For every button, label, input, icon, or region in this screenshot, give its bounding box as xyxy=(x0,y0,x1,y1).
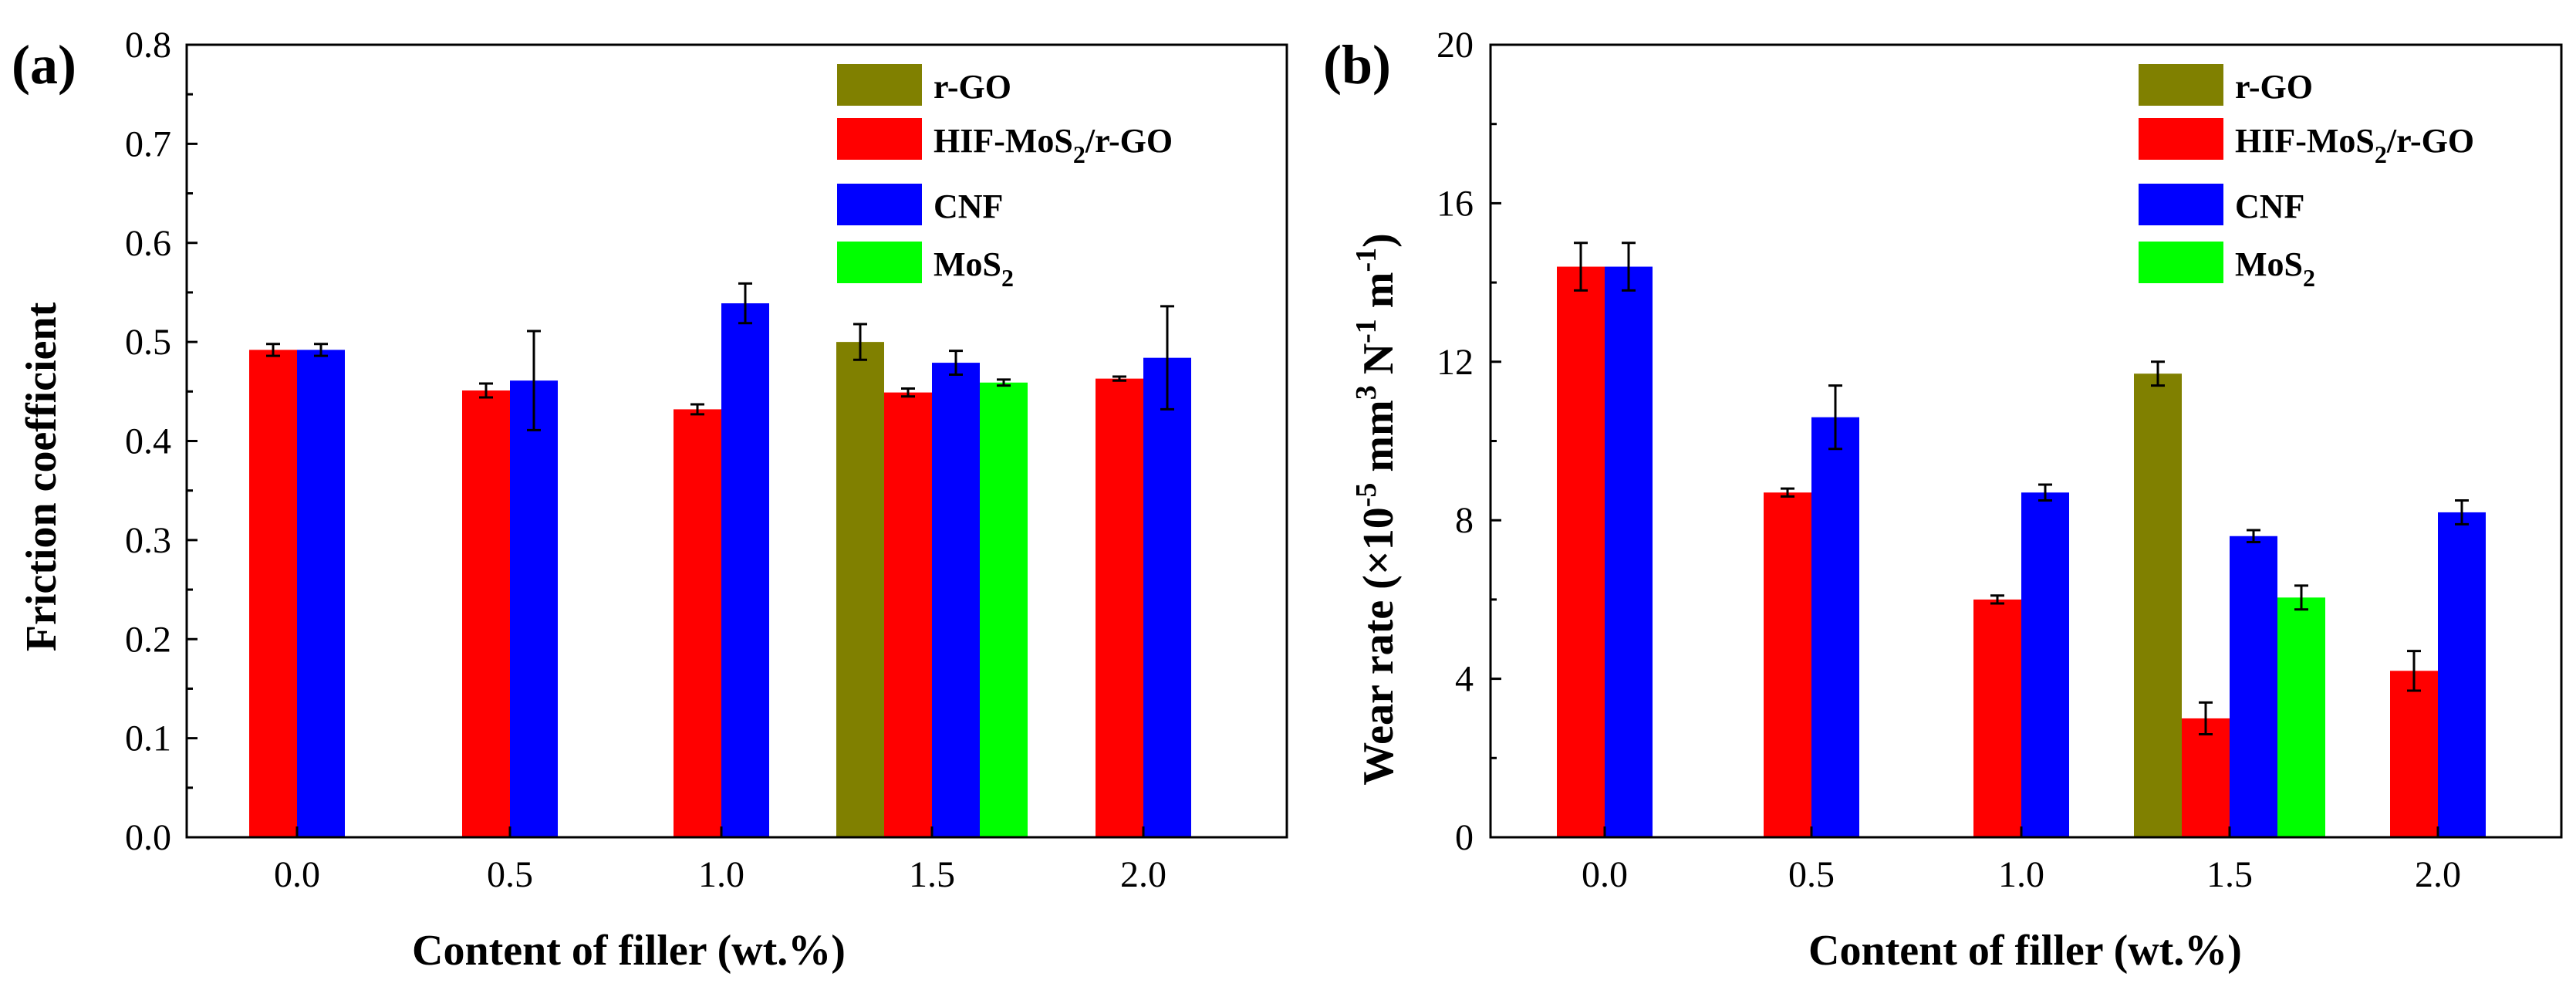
panel-b-y-axis-title: Wear rate (×10-5 mm3 N-1 m-1) xyxy=(1350,233,1403,786)
panel-a: (a) 0.0 0.1 0.2 0.3 0.4 0.5 0.6 0.7 0.8 0.0 0.5 1.0… xyxy=(12,25,1288,975)
panel-b-bar-hifmos2rgo-1.0 xyxy=(1973,599,2021,837)
panel-a-x-tick-label: 0.0 xyxy=(274,854,320,895)
panel-a-bar-hifmos2rgo-0.0 xyxy=(249,350,297,837)
panel-a-y-tick-label: 0.5 xyxy=(125,322,171,363)
panel-a-plot-area: 0.0 0.1 0.2 0.3 0.4 0.5 0.6 0.7 0.8 0.0 0.5 1.0 1.5 2… xyxy=(125,25,1288,895)
panel-a-y-tick-label: 0.2 xyxy=(125,619,171,660)
panel-b-legend-swatch-mos2 xyxy=(2139,242,2223,283)
panel-b-legend-label-cnf: CNF xyxy=(2235,188,2304,225)
panel-a-bar-hifmos2rgo-1.5 xyxy=(884,392,932,837)
panel-b: (b) 0 4 8 12 16 20 0.0 0.5 1.0 1.5 2.0 r-GO HIF-MoS2… xyxy=(1323,25,2563,975)
panel-b-x-tick-label: 1.0 xyxy=(1998,854,2044,895)
panel-a-y-tick-label: 0.3 xyxy=(125,520,171,561)
panel-b-ylabel-mid2: N xyxy=(1355,343,1403,385)
panel-a-legend-label-hifmos2rgo: HIF-MoS2/r-GO xyxy=(934,122,1173,168)
panel-b-ylabel-end: ) xyxy=(1355,233,1403,248)
panel-b-bar-cnf-1.5 xyxy=(2230,536,2277,837)
panel-a-legend-label-rgo: r-GO xyxy=(934,68,1011,106)
panel-b-y-tick-label: 0 xyxy=(1455,817,1474,858)
panel-a-legend-swatch-rgo xyxy=(837,64,922,106)
panel-a-bar-cnf-0.0 xyxy=(297,350,345,837)
panel-b-ylabel-sup2: 3 xyxy=(1350,385,1383,400)
panel-a-y-tick-label: 0.4 xyxy=(125,421,171,462)
panel-b-bar-hifmos2rgo-1.5 xyxy=(2182,718,2230,837)
panel-a-bar-hifmos2rgo-2.0 xyxy=(1096,378,1143,837)
panel-a-y-tick-label: 0.6 xyxy=(125,223,171,264)
panel-a-legend-swatch-mos2 xyxy=(837,242,922,283)
panel-b-y-tick-label: 8 xyxy=(1455,500,1474,541)
panel-a-x-tick-label: 0.5 xyxy=(487,854,533,895)
panel-a-bar-mos2-1.5 xyxy=(980,382,1028,837)
panel-b-x-tick-label: 1.5 xyxy=(2206,854,2253,895)
panel-b-bar-cnf-0.0 xyxy=(1605,266,1653,837)
panel-a-legend-swatch-hifmos2rgo xyxy=(837,118,922,160)
panel-a-bar-rgo-1.5 xyxy=(836,342,884,837)
panel-a-y-tick-label: 0.1 xyxy=(125,718,171,759)
panel-b-label: (b) xyxy=(1323,34,1391,96)
panel-a-bar-cnf-1.5 xyxy=(932,363,980,837)
panel-a-x-tick-label: 1.0 xyxy=(698,854,744,895)
panel-b-ylabel-sup4: -1 xyxy=(1350,248,1383,272)
panel-b-y-tick-label: 16 xyxy=(1437,183,1474,224)
panel-b-legend-swatch-rgo xyxy=(2139,64,2223,106)
panel-b-legend-label-rgo: r-GO xyxy=(2235,68,2313,106)
panel-a-bar-cnf-0.5 xyxy=(510,380,558,837)
panel-b-ylabel-sup3: -1 xyxy=(1350,319,1383,343)
panel-b-plot-area: 0 4 8 12 16 20 0.0 0.5 1.0 1.5 2.0 r-GO HIF-MoS2/r-G… xyxy=(1437,25,2563,895)
panel-b-ylabel-mid3: m xyxy=(1355,272,1403,319)
panel-a-x-tick-label: 1.5 xyxy=(909,854,955,895)
panel-b-ylabel-base: Wear rate (×10 xyxy=(1355,507,1403,786)
panel-a-bar-hifmos2rgo-1.0 xyxy=(674,409,721,837)
panel-b-x-axis-title: Content of filler (wt.%) xyxy=(1808,927,2242,975)
panel-a-bar-cnf-1.0 xyxy=(721,303,769,838)
panel-b-legend-swatch-cnf xyxy=(2139,184,2223,225)
panel-b-bar-hifmos2rgo-2.0 xyxy=(2390,671,2438,837)
panel-a-y-tick-label: 0.8 xyxy=(125,25,171,66)
panel-a-bar-hifmos2rgo-0.5 xyxy=(462,390,510,837)
panel-a-legend-label-cnf: CNF xyxy=(934,188,1003,225)
panel-a-y-axis-title: Friction coefficient xyxy=(18,302,66,651)
panel-b-bar-mos2-1.5 xyxy=(2277,597,2325,837)
panel-b-x-tick-label: 0.0 xyxy=(1582,854,1628,895)
panel-a-x-tick-label: 2.0 xyxy=(1120,854,1166,895)
panel-a-legend-label-mos2: MoS2 xyxy=(934,245,1014,292)
panel-a-y-tick-label: 0.7 xyxy=(125,123,171,164)
panel-b-ylabel-mid: mm xyxy=(1355,400,1403,482)
panel-b-bar-hifmos2rgo-0.5 xyxy=(1764,492,1811,837)
panel-b-x-tick-label: 2.0 xyxy=(2415,854,2461,895)
panel-a-x-axis-title: Content of filler (wt.%) xyxy=(412,927,846,975)
panel-a-y-tick-label: 0.0 xyxy=(125,817,171,858)
panel-b-bar-cnf-0.5 xyxy=(1811,417,1859,837)
panel-b-y-tick-label: 4 xyxy=(1455,659,1474,700)
panel-b-ylabel-sup1: -5 xyxy=(1350,483,1383,508)
panel-b-bar-cnf-2.0 xyxy=(2438,512,2486,837)
panel-b-y-tick-label: 20 xyxy=(1437,25,1474,66)
panel-b-bar-rgo-1.5 xyxy=(2134,373,2182,838)
panel-b-y-tick-label: 12 xyxy=(1437,342,1474,383)
panel-b-bar-hifmos2rgo-0.0 xyxy=(1557,266,1605,837)
panel-a-bar-cnf-2.0 xyxy=(1143,357,1191,837)
panel-a-label: (a) xyxy=(12,34,76,96)
panel-b-legend-swatch-hifmos2rgo xyxy=(2139,118,2223,160)
panel-b-bar-cnf-1.0 xyxy=(2021,492,2069,837)
panel-b-legend-label-mos2: MoS2 xyxy=(2235,245,2315,292)
panel-b-legend-label-hifmos2rgo: HIF-MoS2/r-GO xyxy=(2235,122,2474,168)
panel-a-legend-swatch-cnf xyxy=(837,184,922,225)
panel-b-x-tick-label: 0.5 xyxy=(1788,854,1835,895)
